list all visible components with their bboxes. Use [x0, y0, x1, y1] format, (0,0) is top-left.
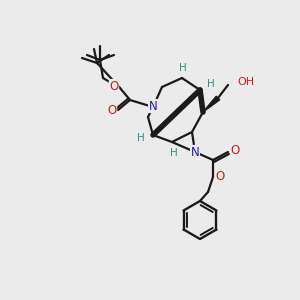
Text: O: O: [110, 80, 118, 92]
Text: N: N: [190, 146, 200, 158]
Text: OH: OH: [237, 77, 254, 87]
Text: O: O: [230, 145, 240, 158]
Text: H: H: [207, 79, 215, 89]
Text: H: H: [137, 133, 145, 143]
Text: N: N: [148, 100, 158, 112]
Text: O: O: [107, 104, 117, 118]
Text: H: H: [170, 148, 178, 158]
Polygon shape: [203, 96, 220, 112]
Text: O: O: [215, 170, 225, 184]
Text: H: H: [179, 63, 187, 73]
